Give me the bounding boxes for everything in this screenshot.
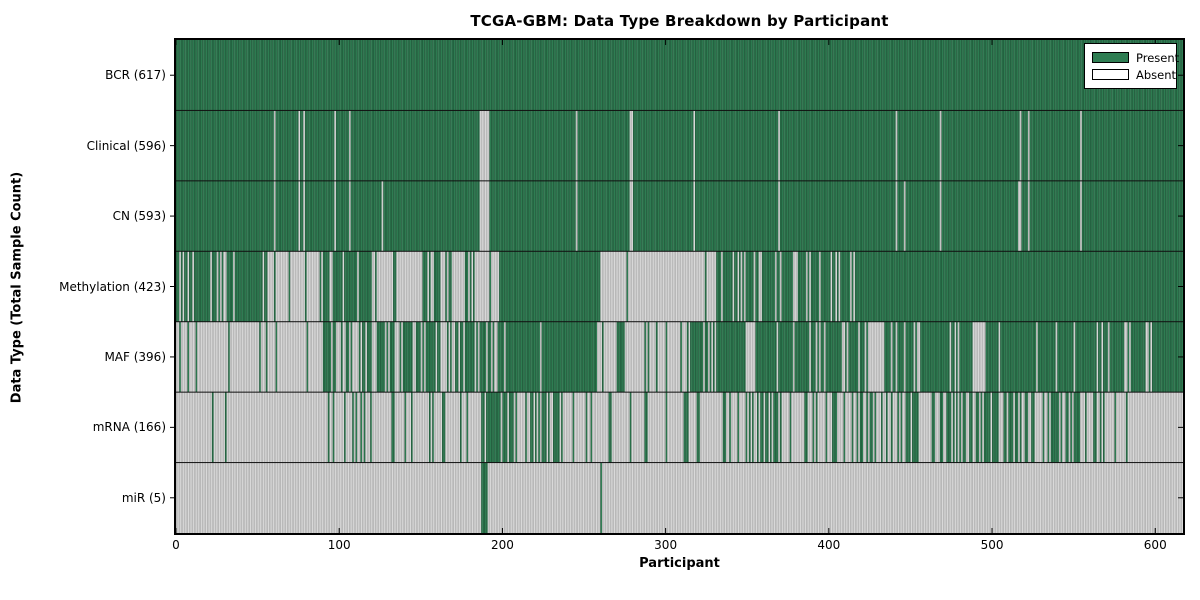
legend: Present Absent	[1084, 43, 1179, 89]
row-label-methylation: Methylation (423)	[59, 279, 166, 294]
x-tick-label: 600	[1143, 538, 1167, 552]
x-tick-label: 100	[327, 538, 351, 552]
row-label-mir: miR (5)	[121, 490, 166, 505]
absent-swatch-icon	[1092, 69, 1129, 80]
x-tick-label: 300	[654, 538, 678, 552]
x-tick-label: 200	[490, 538, 514, 552]
chart-title: TCGA-GBM: Data Type Breakdown by Partici…	[470, 12, 889, 30]
row-label-mrna: mRNA (166)	[92, 420, 166, 435]
row-label-clinical: Clinical (596)	[86, 138, 166, 153]
legend-label-present: Present	[1136, 50, 1180, 65]
x-tick-label: 0	[172, 538, 180, 552]
legend-item-absent: Absent	[1092, 66, 1176, 83]
row-label-bcr: BCR (617)	[105, 68, 166, 83]
x-tick-label: 500	[980, 538, 1004, 552]
row-label-cn: CN (593)	[112, 209, 166, 224]
x-tick-label: 400	[817, 538, 841, 552]
x-axis-label: Participant	[639, 556, 720, 571]
legend-item-present: Present	[1092, 49, 1179, 66]
legend-label-absent: Absent	[1136, 67, 1177, 82]
present-swatch-icon	[1092, 52, 1129, 63]
row-label-maf: MAF (396)	[104, 349, 166, 364]
